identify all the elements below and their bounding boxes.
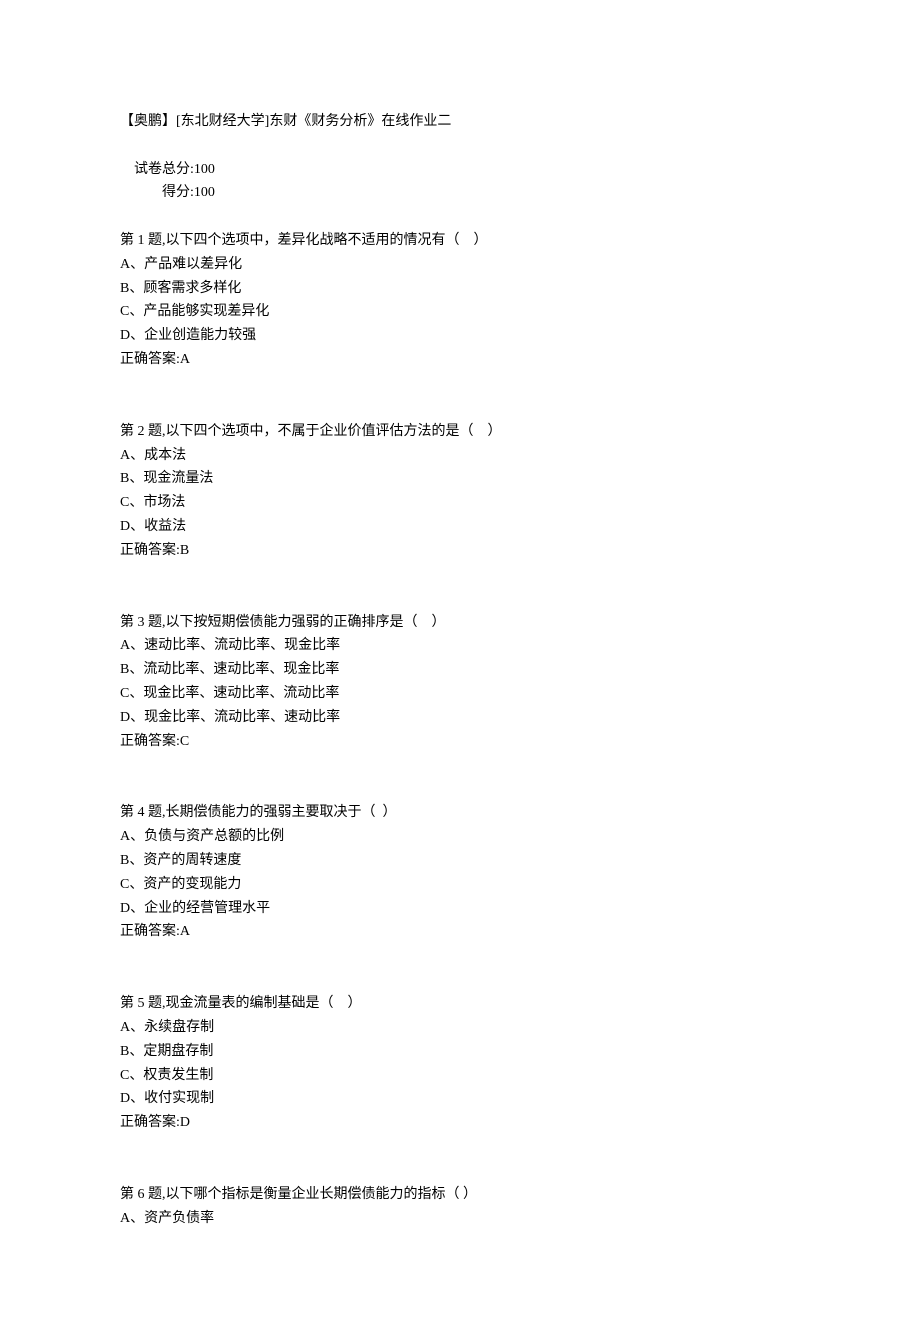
question-stem: 第 6 题,以下哪个指标是衡量企业长期偿债能力的指标（ ） <box>120 1183 800 1207</box>
spacer <box>120 372 800 420</box>
question-text: 现金流量表的编制基础是（ ） <box>166 996 362 1011</box>
score-line: 试卷总分:100 得分:100 <box>120 134 800 229</box>
question-block: 第 3 题,以下按短期偿债能力强弱的正确排序是（ ）A、速动比率、流动比率、现金… <box>120 611 800 754</box>
answer-label: 正确答案: <box>120 734 180 749</box>
question-number: 第 6 题, <box>120 1187 166 1202</box>
document-header: 【奥鹏】[东北财经大学]东财《财务分析》在线作业二 试卷总分:100 得分:10… <box>120 110 800 229</box>
question-text: 以下四个选项中，差异化战略不适用的情况有（ ） <box>166 233 488 248</box>
question-number: 第 3 题, <box>120 615 166 630</box>
question-text: 以下哪个指标是衡量企业长期偿债能力的指标（ ） <box>166 1187 478 1202</box>
question-option: D、收益法 <box>120 515 800 539</box>
answer-value: D <box>180 1115 190 1130</box>
question-number: 第 1 题, <box>120 233 166 248</box>
answer-value: C <box>180 734 189 749</box>
question-stem: 第 1 题,以下四个选项中，差异化战略不适用的情况有（ ） <box>120 229 800 253</box>
answer-line: 正确答案:A <box>120 348 800 372</box>
answer-label: 正确答案: <box>120 1115 180 1130</box>
question-option: C、权责发生制 <box>120 1064 800 1088</box>
question-option: D、现金比率、流动比率、速动比率 <box>120 706 800 730</box>
question-number: 第 5 题, <box>120 996 166 1011</box>
obtained-score-label: 得分: <box>162 181 194 205</box>
question-option: B、定期盘存制 <box>120 1040 800 1064</box>
question-block: 第 2 题,以下四个选项中，不属于企业价值评估方法的是（ ）A、成本法B、现金流… <box>120 420 800 563</box>
question-option: A、速动比率、流动比率、现金比率 <box>120 634 800 658</box>
question-text: 以下按短期偿债能力强弱的正确排序是（ ） <box>166 615 446 630</box>
question-option: C、现金比率、速动比率、流动比率 <box>120 682 800 706</box>
question-block: 第 5 题,现金流量表的编制基础是（ ）A、永续盘存制B、定期盘存制C、权责发生… <box>120 992 800 1135</box>
question-number: 第 4 题, <box>120 805 166 820</box>
question-text: 长期偿债能力的强弱主要取决于（ ） <box>166 805 397 820</box>
question-option: C、市场法 <box>120 491 800 515</box>
document-title: 【奥鹏】[东北财经大学]东财《财务分析》在线作业二 <box>120 110 800 134</box>
question-option: A、成本法 <box>120 444 800 468</box>
answer-line: 正确答案:B <box>120 539 800 563</box>
obtained-score-value: 100 <box>194 185 215 200</box>
question-option: C、资产的变现能力 <box>120 873 800 897</box>
answer-label: 正确答案: <box>120 924 180 939</box>
question-stem: 第 2 题,以下四个选项中，不属于企业价值评估方法的是（ ） <box>120 420 800 444</box>
total-score-value: 100 <box>194 162 215 177</box>
question-option: D、企业的经营管理水平 <box>120 897 800 921</box>
question-stem: 第 5 题,现金流量表的编制基础是（ ） <box>120 992 800 1016</box>
answer-value: B <box>180 543 189 558</box>
question-option: B、现金流量法 <box>120 467 800 491</box>
question-option: A、负债与资产总额的比例 <box>120 825 800 849</box>
answer-line: 正确答案:C <box>120 730 800 754</box>
question-option: B、流动比率、速动比率、现金比率 <box>120 658 800 682</box>
question-option: B、资产的周转速度 <box>120 849 800 873</box>
question-text: 以下四个选项中，不属于企业价值评估方法的是（ ） <box>166 424 502 439</box>
answer-value: A <box>180 924 190 939</box>
question-block: 第 6 题,以下哪个指标是衡量企业长期偿债能力的指标（ ）A、资产负债率 <box>120 1183 800 1231</box>
question-option: D、收付实现制 <box>120 1087 800 1111</box>
question-option: D、企业创造能力较强 <box>120 324 800 348</box>
question-option: C、产品能够实现差异化 <box>120 300 800 324</box>
question-option: A、资产负债率 <box>120 1207 800 1231</box>
question-stem: 第 3 题,以下按短期偿债能力强弱的正确排序是（ ） <box>120 611 800 635</box>
answer-label: 正确答案: <box>120 352 180 367</box>
question-stem: 第 4 题,长期偿债能力的强弱主要取决于（ ） <box>120 801 800 825</box>
answer-line: 正确答案:D <box>120 1111 800 1135</box>
question-block: 第 4 题,长期偿债能力的强弱主要取决于（ ）A、负债与资产总额的比例B、资产的… <box>120 801 800 944</box>
question-option: A、永续盘存制 <box>120 1016 800 1040</box>
answer-line: 正确答案:A <box>120 920 800 944</box>
question-number: 第 2 题, <box>120 424 166 439</box>
total-score-label: 试卷总分: <box>134 162 194 177</box>
questions-container: 第 1 题,以下四个选项中，差异化战略不适用的情况有（ ）A、产品难以差异化B、… <box>120 229 800 1231</box>
answer-value: A <box>180 352 190 367</box>
answer-label: 正确答案: <box>120 543 180 558</box>
question-option: A、产品难以差异化 <box>120 253 800 277</box>
question-option: B、顾客需求多样化 <box>120 277 800 301</box>
